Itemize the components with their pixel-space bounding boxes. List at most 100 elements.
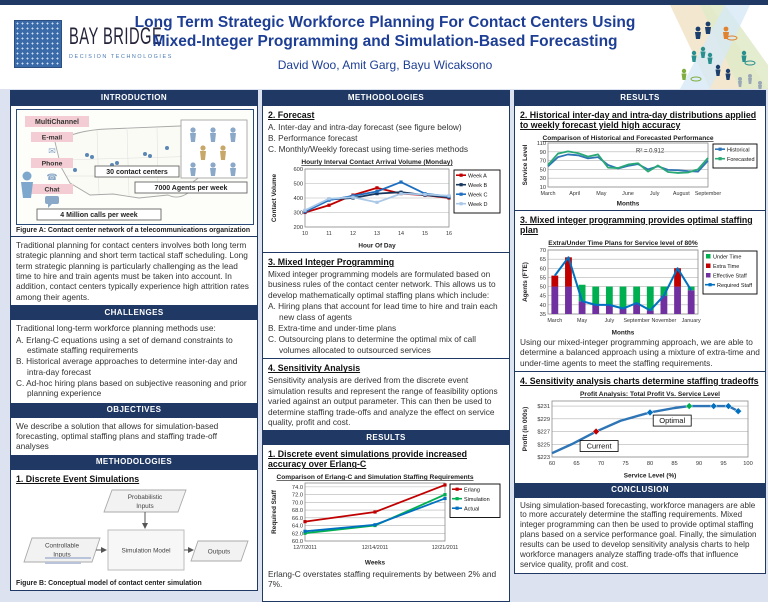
- svg-text:74.0: 74.0: [292, 485, 303, 491]
- conclusion-text: Using simulation-based forecasting, work…: [520, 500, 757, 569]
- svg-text:Erlang: Erlang: [464, 488, 480, 494]
- challenges-list: A. Erlang-C equations using a set of dem…: [16, 335, 252, 399]
- result4-title: 4. Sensitivity analysis charts determine…: [520, 375, 759, 386]
- svg-text:June: June: [622, 191, 634, 197]
- list-item: A. Inter-day and intra-day forecast (see…: [268, 121, 462, 132]
- label-phone: Phone: [42, 160, 63, 167]
- historical-forecast-chart: 10 30 50 70 90 110 March April May June July August…: [522, 135, 758, 207]
- svg-text:Extra/Under Time Plans for Ser: Extra/Under Time Plans for Service level…: [548, 240, 698, 247]
- svg-text:66.0: 66.0: [292, 516, 303, 522]
- chat-icon: [45, 195, 59, 208]
- svg-text:12/7/2011: 12/7/2011: [293, 545, 317, 551]
- result1-box: 1. Discrete event simulations provide in…: [262, 444, 510, 602]
- svg-text:16: 16: [446, 231, 452, 237]
- svg-text:Extra Time: Extra Time: [713, 264, 739, 270]
- svg-text:July: July: [605, 318, 615, 324]
- left-column: INTRODUCTION MultiChannel E-mail: [10, 90, 258, 591]
- svg-text:110: 110: [537, 141, 546, 147]
- svg-text:12/14/2011: 12/14/2011: [362, 545, 389, 551]
- svg-text:100: 100: [743, 461, 753, 467]
- introduction-text: Traditional planning for contact centers…: [16, 240, 249, 302]
- poster-title-line1: Long Term Strategic Workforce Planning F…: [134, 14, 636, 31]
- result4-box: 4. Sensitivity analysis charts determine…: [514, 370, 766, 484]
- watermark: [45, 557, 91, 567]
- svg-text:$227: $227: [537, 429, 550, 435]
- svg-text:July: July: [650, 191, 660, 197]
- svg-text:Week D: Week D: [468, 202, 487, 208]
- svg-text:35: 35: [540, 312, 546, 318]
- figure-b-diagram: Probabilistic Inputs Simulation Model Co…: [23, 489, 249, 571]
- svg-text:40: 40: [540, 303, 546, 309]
- svg-text:Week C: Week C: [468, 192, 487, 198]
- svg-text:12: 12: [350, 231, 356, 237]
- figure-a-map: MultiChannel E-mail ✉ Phone ☎ Chat 30 co…: [16, 108, 254, 225]
- svg-text:Profit Analysis: Total Profit: Profit Analysis: Total Profit Vs. Servic…: [580, 391, 720, 398]
- email-icon: ✉: [48, 146, 56, 156]
- svg-text:75: 75: [622, 461, 628, 467]
- svg-text:Service Level: Service Level: [522, 144, 529, 185]
- svg-text:10: 10: [540, 185, 546, 191]
- figure-a-caption: Figure A: Contact center network of a te…: [16, 226, 251, 234]
- svg-text:R² = 0.912: R² = 0.912: [636, 148, 665, 154]
- svg-text:Week A: Week A: [468, 173, 487, 179]
- label-email: E-mail: [42, 134, 63, 141]
- svg-text:55: 55: [540, 275, 546, 281]
- label-agents-per-week: 7000 Agents per week: [155, 185, 228, 192]
- challenges-box: Traditional long-term workforce planning…: [10, 319, 258, 404]
- svg-text:September: September: [695, 191, 722, 197]
- svg-text:November: November: [651, 318, 676, 324]
- label-contact-centers: 30 contact centers: [106, 169, 168, 176]
- svg-text:Required Staff: Required Staff: [717, 283, 753, 289]
- svg-text:500: 500: [294, 181, 304, 187]
- svg-text:64.0: 64.0: [292, 524, 303, 530]
- svg-text:70.0: 70.0: [292, 501, 303, 507]
- label-calls-per-week: 4 Million calls per week: [60, 212, 138, 219]
- list-item: B. Historical average approaches to dete…: [16, 356, 238, 377]
- objectives-text: We describe a solution that allows for s…: [16, 420, 219, 452]
- authors: David Woo, Amit Garg, Bayu Wicaksono: [277, 57, 493, 72]
- logo-square-icon: [14, 20, 62, 68]
- svg-text:60: 60: [549, 461, 555, 467]
- svg-text:65: 65: [573, 461, 579, 467]
- svg-text:62.0: 62.0: [292, 532, 303, 538]
- svg-text:Agents (FTE): Agents (FTE): [522, 262, 529, 302]
- introduction-figure-box: MultiChannel E-mail ✉ Phone ☎ Chat 30 co…: [10, 104, 258, 238]
- list-item: C. Ad-hoc hiring plans based on subjecti…: [16, 377, 247, 399]
- result1-title: 1. Discrete event simulations provide in…: [268, 449, 467, 470]
- list-item: A. Hiring plans that account for lead ti…: [268, 301, 498, 322]
- phone-icon: ☎: [46, 172, 57, 182]
- logo-text-block: BAY BRIDGE DECISION TECHNOLOGIES: [69, 24, 173, 60]
- svg-text:Under Time: Under Time: [713, 255, 741, 261]
- profit-analysis-chart: $223 $225 $227 $229 $231 60 65 70 75 80 85 90 95 100 C…: [522, 391, 753, 480]
- svg-text:Comparison of Historical and F: Comparison of Historical and Forecasted …: [542, 135, 713, 142]
- result1-caption: Erlang-C overstates staffing requirement…: [268, 569, 497, 590]
- svg-text:Effective Staff: Effective Staff: [713, 274, 747, 280]
- list-item: C. Monthly/Weekly forecast using time-se…: [268, 144, 468, 155]
- svg-text:Months: Months: [612, 330, 635, 337]
- svg-text:95: 95: [720, 461, 726, 467]
- result2-title: 2. Historical inter-day and intra-day di…: [520, 109, 757, 130]
- poster-title-line2: Mixed-Integer Programming and Simulation…: [152, 33, 618, 51]
- svg-text:September: September: [623, 318, 650, 324]
- svg-text:85: 85: [671, 461, 677, 467]
- person-icon: [21, 171, 33, 198]
- svg-text:May: May: [596, 191, 606, 197]
- svg-text:Simulation: Simulation: [464, 497, 490, 503]
- mixed-integer-programming-box: 3. Mixed Integer Programming Mixed integ…: [262, 252, 510, 360]
- svg-text:April: April: [569, 191, 580, 197]
- svg-text:Weeks: Weeks: [365, 560, 386, 567]
- svg-text:Service Level (%): Service Level (%): [624, 472, 677, 479]
- conclusion-box: Using simulation-based forecasting, work…: [514, 496, 766, 574]
- figure-b-prob1: Probabilistic: [128, 494, 163, 501]
- svg-text:400: 400: [294, 196, 304, 202]
- mip-text: Mixed integer programming models are for…: [268, 269, 496, 300]
- erlang-comparison-chart: 60.062.0 64.0 66.0 68.070.0 72.0 74.0 12/7/201…: [271, 474, 501, 567]
- svg-text:Contact Volume: Contact Volume: [271, 173, 278, 222]
- svg-text:300: 300: [294, 210, 304, 216]
- svg-text:70: 70: [598, 461, 604, 467]
- logo-name: BAY BRIDGE: [69, 24, 163, 50]
- figure-b-model: Simulation Model: [121, 547, 170, 554]
- svg-text:Comparison of Erlang-C and Sim: Comparison of Erlang-C and Simulation St…: [276, 474, 473, 481]
- right-column: RESULTS 2. Historical inter-day and intr…: [514, 90, 766, 574]
- staffing-plan-chart: 35 40 45 50 55 60 65 70 March May July September Nov…: [522, 240, 758, 337]
